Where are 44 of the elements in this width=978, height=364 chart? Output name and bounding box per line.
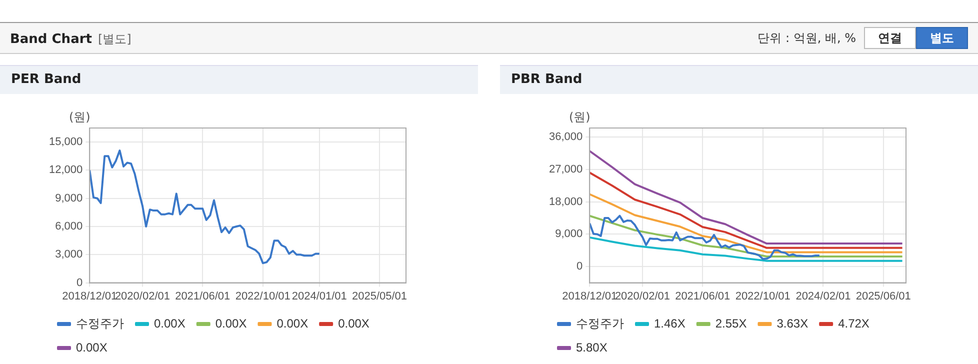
legend-label: 4.72X — [838, 316, 870, 330]
legend-label: 5.80X — [576, 340, 608, 354]
y-tick-label: 15,000 — [48, 136, 83, 148]
y-tick-label: 6,000 — [55, 220, 83, 233]
x-tick-label: 2021/06/01 — [675, 290, 730, 302]
text: [별도] — [98, 32, 132, 46]
text: 별도 — [916, 27, 968, 49]
legend-label: 2.55X — [715, 316, 747, 330]
legend-label: 0.00X — [338, 316, 370, 330]
legend-label: 수정주가 — [76, 316, 124, 330]
legend-label: 0.00X — [154, 316, 186, 330]
x-tick-label: 2022/10/01 — [735, 290, 790, 302]
y-tick-label: 9,000 — [55, 192, 83, 204]
text: 단위 : 억원, 배, % — [758, 30, 856, 46]
legend-label: 0.00X — [276, 316, 308, 330]
x-tick-label: 2018/12/01 — [562, 290, 618, 302]
text: Band Chart — [10, 32, 92, 47]
text: 연결 — [864, 27, 916, 49]
x-tick-label: 2024/02/01 — [796, 290, 851, 302]
y-tick-label: 0 — [576, 260, 583, 273]
y-axis-title: (원) — [568, 110, 590, 124]
x-tick-label: 2022/10/01 — [235, 290, 290, 302]
y-tick-label: 3,000 — [55, 248, 83, 261]
x-tick-label: 2021/06/01 — [175, 290, 230, 302]
y-tick-label: 27,000 — [548, 163, 583, 176]
y-axis-title: (원) — [68, 110, 90, 124]
x-tick-label: 2025/05/01 — [352, 290, 408, 302]
y-tick-label: 18,000 — [548, 196, 583, 208]
x-tick-label: 2020/02/01 — [114, 290, 170, 302]
x-tick-label: 2025/06/01 — [856, 290, 911, 302]
y-tick-label: 9,000 — [555, 228, 583, 240]
legend-label: 수정주가 — [576, 316, 624, 330]
x-tick-label: 2020/02/01 — [614, 290, 670, 302]
y-tick-label: 0 — [76, 276, 83, 289]
x-tick-label: 2018/12/01 — [62, 290, 118, 302]
y-tick-label: 36,000 — [548, 131, 583, 144]
chart-title: PER Band — [0, 65, 478, 94]
legend-label: 1.46X — [654, 316, 686, 330]
legend-label: 0.00X — [76, 340, 108, 354]
legend-label: 3.63X — [776, 316, 808, 330]
chart-title: PBR Band — [500, 65, 978, 94]
y-tick-label: 12,000 — [48, 164, 83, 176]
x-tick-label: 2024/01/01 — [292, 290, 347, 302]
legend-label: 0.00X — [215, 316, 247, 330]
